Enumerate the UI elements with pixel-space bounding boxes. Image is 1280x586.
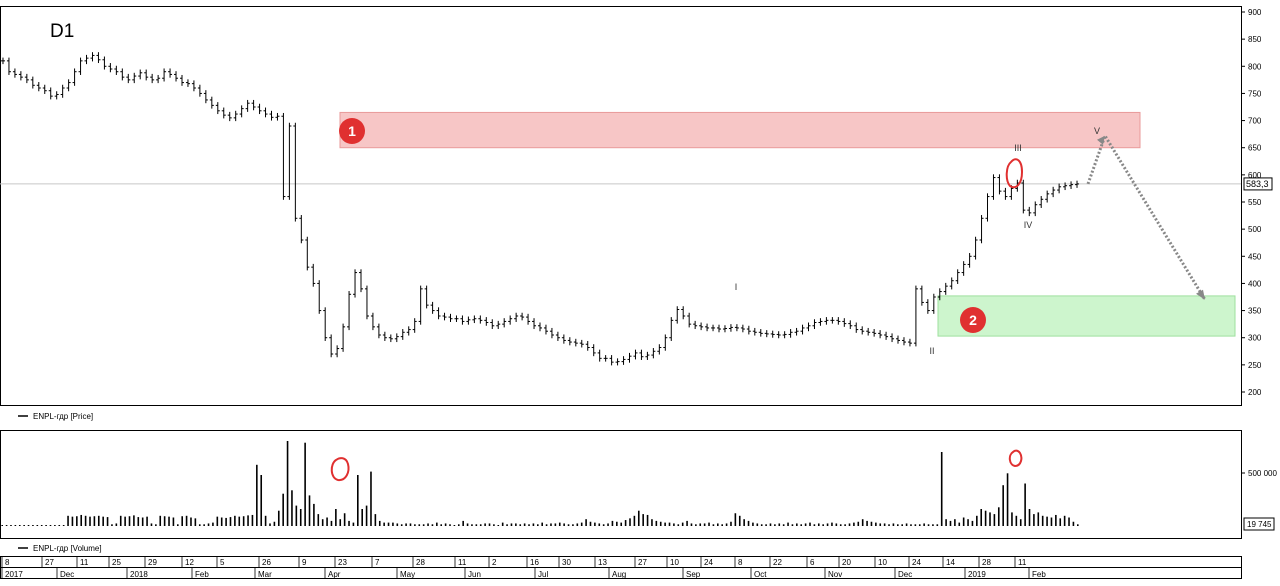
time-day-label: 28 bbox=[982, 558, 991, 567]
wave-label-iv: IV bbox=[1024, 220, 1033, 230]
time-month-label: 2017 bbox=[5, 570, 23, 579]
price-y-tick-label: 850 bbox=[1248, 35, 1262, 44]
wave-label-iii: III bbox=[1014, 143, 1022, 153]
volume-y-tick: 500 000 bbox=[1248, 469, 1277, 478]
time-day-label: 5 bbox=[220, 558, 225, 567]
time-day-label: 23 bbox=[338, 558, 347, 567]
time-day-label: 22 bbox=[773, 558, 782, 567]
price-y-tick-label: 300 bbox=[1248, 334, 1262, 343]
time-month-label: Nov bbox=[828, 570, 842, 579]
time-month-label: 2018 bbox=[130, 570, 148, 579]
wave-label-ii: II bbox=[929, 346, 934, 356]
time-day-label: 12 bbox=[185, 558, 194, 567]
forecast-path bbox=[1086, 132, 1207, 301]
price-y-tick-label: 900 bbox=[1248, 8, 1262, 17]
price-y-tick-label: 450 bbox=[1248, 252, 1262, 261]
forecast-arrowhead-up bbox=[1097, 135, 1105, 145]
time-month-label: Jun bbox=[468, 570, 481, 579]
time-day-label: 26 bbox=[262, 558, 271, 567]
time-day-label: 16 bbox=[530, 558, 539, 567]
volume-highlight-circle-1 bbox=[330, 457, 350, 482]
time-day-label: 14 bbox=[946, 558, 955, 567]
time-day-label: 27 bbox=[45, 558, 54, 567]
time-day-label: 10 bbox=[878, 558, 887, 567]
price-y-tick-label: 600 bbox=[1248, 171, 1262, 180]
time-day-label: 13 bbox=[598, 558, 607, 567]
time-day-label: 2 bbox=[492, 558, 497, 567]
price-series bbox=[0, 52, 1080, 366]
chart-title: D1 bbox=[50, 21, 74, 42]
time-day-label: 20 bbox=[842, 558, 851, 567]
time-day-label: 11 bbox=[458, 558, 467, 567]
time-month-label: May bbox=[400, 570, 415, 579]
time-day-label: 11 bbox=[80, 558, 89, 567]
time-month-label: Feb bbox=[1032, 570, 1046, 579]
time-month-label: Mar bbox=[258, 570, 272, 579]
volume-series bbox=[1, 441, 1079, 526]
wave-label-i: I bbox=[735, 282, 738, 292]
price-y-tick-label: 500 bbox=[1248, 225, 1262, 234]
price-y-tick-label: 200 bbox=[1248, 388, 1262, 397]
time-month-label: Feb bbox=[195, 570, 209, 579]
price-y-tick-label: 650 bbox=[1248, 144, 1262, 153]
marker-2-label: 2 bbox=[969, 312, 977, 328]
price-legend: ENPL-гдр [Price] bbox=[33, 412, 93, 421]
time-month-label: Aug bbox=[612, 570, 626, 579]
peak-highlight-circle bbox=[1005, 158, 1024, 189]
price-y-tick-label: 550 bbox=[1248, 198, 1262, 207]
time-day-label: 24 bbox=[912, 558, 921, 567]
marker-1-circle bbox=[339, 118, 365, 144]
time-month-label: Dec bbox=[60, 570, 74, 579]
volume-legend: ENPL-гдр [Volume] bbox=[33, 544, 102, 553]
price-y-tick-label: 350 bbox=[1248, 307, 1262, 316]
support-zone bbox=[937, 295, 1236, 337]
marker-2: 2 bbox=[960, 307, 986, 333]
last-volume-label: 19 745 bbox=[1247, 520, 1272, 529]
marker-2-circle bbox=[960, 307, 986, 333]
wave-label-v: V bbox=[1094, 126, 1100, 136]
time-month-label: Sep bbox=[686, 570, 701, 579]
time-axis-months: 2017 Dec 2018 Feb Mar Apr May Jun Jul Aug Sep Oct No… bbox=[1, 567, 1046, 579]
time-month-label: Oct bbox=[754, 570, 767, 579]
last-price-label: 583,3 bbox=[1246, 179, 1269, 189]
time-month-label: Jul bbox=[538, 570, 548, 579]
time-day-label: 24 bbox=[704, 558, 713, 567]
time-day-label: 11 bbox=[1018, 558, 1027, 567]
resistance-zone bbox=[339, 111, 1141, 149]
time-month-label: 2019 bbox=[968, 570, 986, 579]
time-day-label: 27 bbox=[638, 558, 647, 567]
time-month-label: Apr bbox=[328, 570, 341, 579]
time-day-label: 10 bbox=[670, 558, 679, 567]
time-day-label: 28 bbox=[416, 558, 425, 567]
time-day-label: 30 bbox=[562, 558, 571, 567]
volume-highlight-circle-2 bbox=[1008, 449, 1023, 468]
time-month-label: Dec bbox=[898, 570, 912, 579]
price-y-tick-label: 400 bbox=[1248, 279, 1262, 288]
time-axis-days: 8 27 11 25 29 12 5 26 9 23 7 28 11 2 16 30 13 27 10 24 8 22 6 2… bbox=[1, 556, 1027, 567]
price-y-tick-label: 250 bbox=[1248, 361, 1262, 370]
time-day-label: 29 bbox=[148, 558, 157, 567]
time-day-label: 8 bbox=[5, 558, 10, 567]
marker-1: 1 bbox=[339, 118, 365, 144]
time-day-label: 6 bbox=[810, 558, 815, 567]
price-y-axis: 900 850 800 750 700 650 600 550 500 450 400 350 300 2… bbox=[1241, 8, 1262, 397]
time-day-label: 25 bbox=[112, 558, 121, 567]
last-volume-box bbox=[1243, 517, 1275, 531]
last-price-box bbox=[1243, 177, 1273, 191]
marker-1-label: 1 bbox=[348, 123, 356, 139]
price-y-tick-label: 700 bbox=[1248, 117, 1262, 126]
price-y-tick-label: 800 bbox=[1248, 62, 1262, 71]
forecast-arrowhead-down bbox=[1196, 289, 1205, 300]
price-y-tick-label: 750 bbox=[1248, 89, 1262, 98]
price-panel-frame bbox=[0, 6, 1242, 406]
time-day-label: 9 bbox=[302, 558, 307, 567]
time-day-label: 7 bbox=[375, 558, 380, 567]
time-day-label: 8 bbox=[738, 558, 743, 567]
